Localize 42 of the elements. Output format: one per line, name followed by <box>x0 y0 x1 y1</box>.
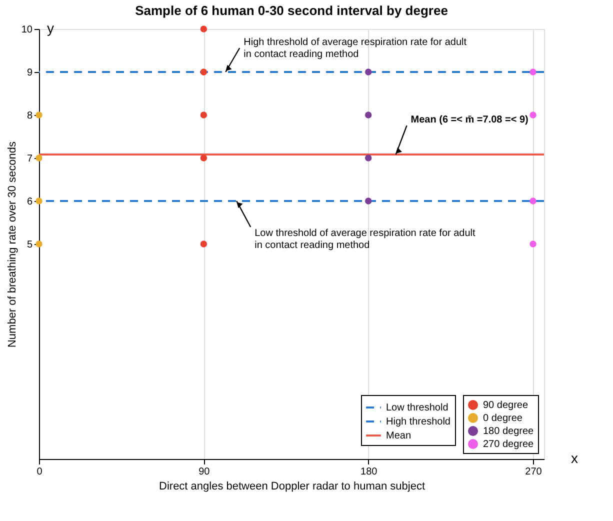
y-tick-label: 8 <box>26 110 33 122</box>
point <box>530 112 536 118</box>
x-tick-label: 180 <box>360 466 378 478</box>
legend-label: 180 degree <box>483 426 534 437</box>
x-tick-label: 270 <box>525 466 542 478</box>
point <box>364 154 372 162</box>
annotation: Low threshold of average respiration rate for adult in contact reading method <box>254 228 476 251</box>
y-tick-label: 6 <box>26 196 33 208</box>
legend-label: Mean <box>386 430 412 442</box>
point <box>200 154 208 162</box>
point <box>36 240 42 248</box>
point <box>200 240 208 248</box>
point <box>36 154 42 162</box>
x-tick-label: 90 <box>198 466 210 478</box>
legend-label: 0 degree <box>483 413 523 424</box>
point <box>364 198 372 204</box>
point <box>530 240 536 248</box>
point <box>36 112 42 118</box>
annotation: High threshold of average respiration rate for adult in contact reading method <box>244 37 467 60</box>
x-tick-label: 0 <box>36 466 43 478</box>
point <box>36 198 42 204</box>
y-tick-label: 7 <box>26 154 33 164</box>
point <box>200 68 208 76</box>
y-tick-label: 5 <box>26 240 33 250</box>
legend-label: Low threshold <box>386 402 448 414</box>
annotation: Mean (6 =< m̄ =7.08 =< 9) <box>410 114 528 126</box>
point <box>200 112 208 118</box>
legend-label: 90 degree <box>483 400 528 411</box>
x-axis-title: Direct angles between Doppler radar to human subject <box>159 480 425 492</box>
chart-title: Sample of 6 human 0-30 second interval by degree <box>135 3 448 18</box>
point <box>200 26 208 32</box>
point <box>364 112 372 118</box>
point <box>530 68 536 76</box>
legend-label: High threshold <box>386 416 450 428</box>
y-tick-label: 9 <box>26 68 33 78</box>
annotation: y <box>47 20 54 36</box>
y-tick-label: 10 <box>21 24 33 36</box>
legend-label: 270 degree <box>483 439 534 450</box>
text: x <box>571 450 578 466</box>
point <box>530 198 536 204</box>
point <box>364 68 372 76</box>
y-axis-title: Number of breathing rate over 30 seconds <box>6 140 18 348</box>
